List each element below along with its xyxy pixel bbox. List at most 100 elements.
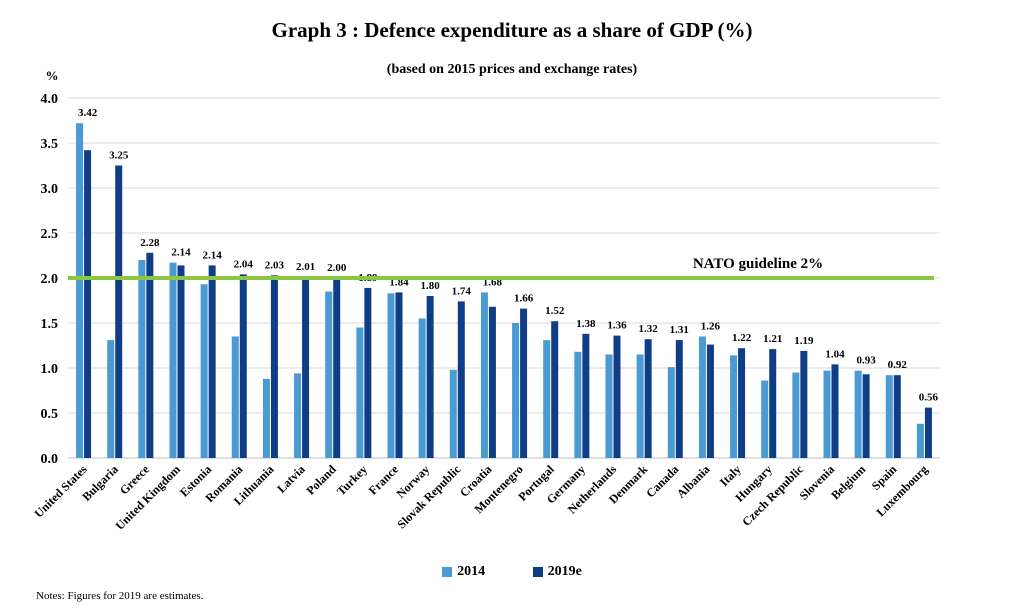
data-label: 2.03 <box>265 259 285 271</box>
bar-2014 <box>792 372 800 458</box>
bar-2019e <box>924 407 932 458</box>
y-tick-label: 1.5 <box>41 317 59 332</box>
bar-2019e <box>302 277 310 458</box>
bar-2014 <box>823 370 831 458</box>
bar-2019e <box>115 165 123 458</box>
bar-2014 <box>356 327 364 458</box>
data-label: 1.36 <box>607 320 627 332</box>
bar-2014 <box>698 336 706 458</box>
y-tick-label: 2.5 <box>41 227 59 242</box>
bar-2019e <box>675 340 683 458</box>
data-label: 0.56 <box>919 392 939 404</box>
bar-2019e <box>270 275 278 458</box>
data-label: 1.19 <box>794 335 814 347</box>
data-label: 1.04 <box>825 348 845 360</box>
bar-2014 <box>262 378 270 458</box>
data-label: 3.25 <box>109 150 129 162</box>
data-label: 1.74 <box>452 285 472 297</box>
data-label: 2.14 <box>171 247 191 259</box>
bar-2014 <box>574 351 582 458</box>
bar-2014 <box>480 292 488 458</box>
data-label: 1.66 <box>514 293 534 305</box>
data-label: 1.21 <box>763 333 782 345</box>
x-tick-label: Turkey <box>334 462 370 498</box>
bar-2019e <box>395 292 403 458</box>
bar-2019e <box>862 374 870 458</box>
x-tick-label: Slovenia <box>797 462 838 503</box>
x-tick-label: Latvia <box>274 462 307 495</box>
data-label: 0.92 <box>888 359 908 371</box>
legend-label-2014: 2014 <box>457 564 486 579</box>
y-axis-label: % <box>46 68 59 83</box>
data-label: 1.26 <box>701 321 721 333</box>
bar-2014 <box>543 340 551 458</box>
data-label: 3.42 <box>78 107 98 119</box>
bar-2014 <box>605 354 613 458</box>
bar-2014 <box>449 369 457 458</box>
legend-item-2019e: 2019e <box>532 564 582 580</box>
bar-2019e <box>208 265 216 458</box>
data-label: 2.00 <box>327 262 347 274</box>
bar-2014 <box>418 318 426 458</box>
chart-title: Graph 3 : Defence expenditure as a share… <box>271 18 753 42</box>
bar-2019e <box>333 278 341 458</box>
legend-label-2019e: 2019e <box>547 564 582 579</box>
bar-2019e <box>769 349 777 458</box>
bar-2014 <box>512 323 520 458</box>
bar-2019e <box>738 348 746 458</box>
bar-2019e <box>613 335 621 458</box>
bar-2014 <box>325 291 333 458</box>
x-tick-label: Belgium <box>828 462 868 502</box>
bar-2014 <box>76 123 84 458</box>
data-label: 2.04 <box>234 258 254 270</box>
bar-2014 <box>169 262 177 458</box>
x-tick-label: Canada <box>643 462 681 500</box>
legend-swatch-2014 <box>442 567 453 577</box>
legend: 2014 2019e <box>0 564 1024 582</box>
data-label: 0.93 <box>857 355 877 367</box>
bar-2019e <box>644 339 652 458</box>
bar-2014 <box>761 380 769 458</box>
bar-2014 <box>200 284 208 458</box>
x-tick-label: Albania <box>674 462 713 501</box>
y-tick-label: 2.0 <box>41 272 59 287</box>
nato-guideline-label: NATO guideline 2% <box>693 256 823 272</box>
y-tick-label: 0.0 <box>41 452 59 467</box>
data-label: 1.32 <box>639 323 659 335</box>
bar-2019e <box>457 301 465 458</box>
y-tick-label: 3.0 <box>41 182 59 197</box>
bar-2014 <box>387 293 395 458</box>
bar-2014 <box>107 340 115 458</box>
bar-2019e <box>706 344 714 458</box>
bar-2019e <box>551 321 559 458</box>
bar-2019e <box>582 333 590 458</box>
x-tick-label: Italy <box>717 462 744 489</box>
data-label: 1.22 <box>732 332 752 344</box>
data-label: 1.38 <box>576 318 596 330</box>
data-label: 2.28 <box>140 237 160 249</box>
bar-2019e <box>520 308 528 458</box>
bar-2019e <box>84 150 92 458</box>
bar-2014 <box>294 373 302 458</box>
bar-2014 <box>636 354 644 458</box>
bar-2014 <box>138 260 146 458</box>
bar-2014 <box>885 375 893 458</box>
data-label: 1.80 <box>421 280 441 292</box>
x-tick-label: Poland <box>303 462 339 498</box>
data-label: 1.52 <box>545 305 565 317</box>
footnote: Notes: Figures for 2019 are estimates. <box>36 590 204 602</box>
bar-2019e <box>177 265 185 458</box>
bar-2019e <box>831 364 839 458</box>
bar-2019e <box>426 296 434 458</box>
y-tick-label: 4.0 <box>41 92 59 107</box>
bar-2014 <box>231 336 239 458</box>
data-label: 1.31 <box>670 324 689 336</box>
bar-2019e <box>488 306 496 458</box>
bar-2019e <box>893 375 901 458</box>
data-label: 2.14 <box>203 249 223 261</box>
bar-2019e <box>146 252 154 458</box>
y-tick-label: 0.5 <box>41 407 59 422</box>
legend-swatch-2019e <box>532 567 543 577</box>
bar-2014 <box>854 370 862 458</box>
